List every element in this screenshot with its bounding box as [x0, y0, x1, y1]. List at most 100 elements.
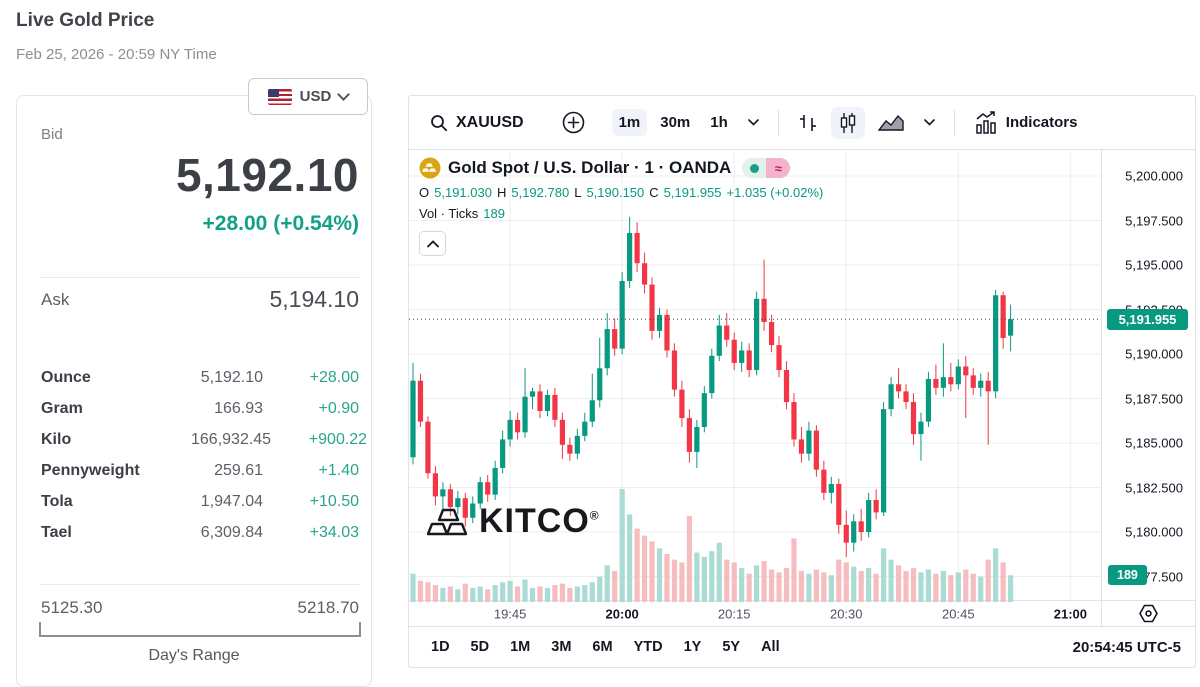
day-range-low: 5125.30: [41, 598, 103, 617]
quote-card: Bid 5,192.10 +28.00 (+0.54%) Ask 5,194.1…: [16, 95, 372, 687]
time-axis-label: 21:00: [1053, 606, 1087, 621]
candles-style-button[interactable]: [830, 106, 865, 139]
kitco-watermark: KITCO®: [427, 502, 600, 541]
unit-label: Gram: [41, 399, 83, 417]
time-axis-label: 20:45: [942, 606, 975, 621]
low-value: 5,190.150: [586, 185, 645, 200]
timeframe-menu-button[interactable]: [741, 114, 766, 131]
time-axis-label: 19:45: [493, 606, 527, 621]
last-price-badge: 5,191.955: [1107, 309, 1188, 330]
range-button-1d[interactable]: 1D: [431, 639, 450, 655]
price-axis[interactable]: 5,191.955 189 5,200.000 5,197.500 5,195.00…: [1101, 150, 1195, 600]
bid-label: Bid: [41, 126, 63, 143]
unit-value: 1,947.04: [200, 492, 263, 510]
chart-style-menu-button[interactable]: [917, 114, 942, 131]
vol-value: 189: [483, 206, 505, 221]
gold-bars-icon: [427, 508, 468, 535]
time-axis-labels[interactable]: 19:45 20:00 20:15 20:30 20:45 21:00: [409, 601, 1101, 626]
ask-label: Ask: [41, 290, 70, 309]
chevron-down-icon: [747, 119, 759, 126]
toolbar-separator: [953, 109, 955, 136]
chart-plot-area[interactable]: Gold Spot / U.S. Dollar · 1 · OANDA ≈ O …: [409, 150, 1101, 602]
compare-add-button[interactable]: [555, 106, 592, 139]
range-button-1y[interactable]: 1Y: [683, 639, 702, 655]
symbol-name: Gold Spot / U.S. Dollar · 1 · OANDA: [448, 158, 732, 177]
unit-label: Tael: [41, 523, 72, 541]
indicators-button[interactable]: Indicators: [967, 106, 1085, 140]
kitco-logo-text: KITCO®: [479, 502, 600, 540]
range-button-6m[interactable]: 6M: [592, 639, 613, 655]
unit-value: 5,192.10: [200, 368, 263, 386]
range-buttons: 1D 5D 1M 3M 6M YTD 1Y 5Y All: [431, 639, 780, 655]
volume-badge: 189: [1108, 565, 1147, 585]
price-axis-label: 5,197.500: [1125, 213, 1183, 228]
high-value: 5,192.780: [511, 185, 570, 200]
indicators-label: Indicators: [1005, 114, 1078, 131]
unit-change: +1.40: [318, 461, 359, 479]
chevron-up-icon: [426, 239, 439, 247]
area-style-button[interactable]: [871, 108, 911, 138]
bid-change: +28.00 (+0.54%): [202, 212, 359, 235]
unit-value: 259.61: [214, 461, 263, 479]
range-button-5y[interactable]: 5Y: [722, 639, 741, 655]
axis-corner: [1101, 601, 1195, 626]
currency-selector[interactable]: USD: [248, 78, 368, 115]
range-toolbar: 1D 5D 1M 3M 6M YTD 1Y 5Y All 20:54:45 UTC-5: [409, 626, 1195, 667]
timeframe-1h-button[interactable]: 1h: [710, 114, 728, 131]
time-axis-label: 20:30: [829, 606, 863, 621]
bid-price: 5,192.10: [175, 149, 359, 201]
vol-label: Vol · Ticks: [419, 206, 479, 221]
search-icon: [431, 114, 448, 131]
unit-label: Ounce: [41, 368, 91, 386]
chart-legend: Gold Spot / U.S. Dollar · 1 · OANDA ≈ O …: [419, 157, 823, 256]
close-label: C: [649, 185, 659, 200]
price-axis-label: 5,180.000: [1125, 524, 1183, 540]
range-button-all[interactable]: All: [761, 639, 780, 655]
high-label: H: [496, 185, 507, 200]
unit-price-table: Ounce 5,192.10 +28.00 Gram 166.93 +0.90 …: [41, 362, 367, 548]
symbol-search-button[interactable]: XAUUSD: [423, 109, 531, 137]
plus-circle-icon: [562, 111, 584, 134]
market-open-dot-icon: [742, 158, 767, 178]
change-value: +1.035 (+0.02%): [726, 185, 824, 200]
symbol-text: XAUUSD: [456, 113, 524, 131]
unit-change: +900.22: [308, 430, 368, 448]
range-button-3m[interactable]: 3M: [551, 639, 572, 655]
price-axis-label: 5,185.000: [1125, 435, 1183, 451]
chart-widget: XAUUSD 1m 30m 1h: [408, 95, 1196, 668]
page-title: Live Gold Price: [16, 10, 155, 31]
volume-readout: Vol · Ticks 189: [419, 206, 823, 221]
range-button-5d[interactable]: 5D: [470, 639, 490, 655]
low-label: L: [574, 185, 582, 200]
unit-label: Tola: [41, 492, 73, 510]
unit-change: +10.50: [309, 492, 359, 510]
market-status-pills[interactable]: ≈: [742, 158, 791, 178]
day-range-bracket: [39, 622, 361, 637]
open-label: O: [419, 185, 430, 200]
currency-value: USD: [299, 88, 332, 105]
time-axis-label: 20:00: [605, 606, 639, 621]
price-axis-label: 5,200.000: [1125, 168, 1183, 184]
table-row-tael: Tael 6,309.84 +34.03: [41, 517, 359, 548]
price-axis-label: 5,190.000: [1125, 346, 1183, 362]
range-button-ytd[interactable]: YTD: [633, 639, 663, 655]
table-row-gram: Gram 166.93 +0.90: [41, 393, 359, 424]
price-axis-label: 5,182.500: [1125, 480, 1183, 495]
table-row-ounce: Ounce 5,192.10 +28.00: [41, 362, 359, 393]
bars-style-button[interactable]: [791, 108, 825, 138]
table-row-pennyweight: Pennyweight 259.61 +1.40: [41, 455, 359, 486]
unit-change: +28.00: [309, 368, 359, 386]
range-button-1m[interactable]: 1M: [510, 639, 531, 655]
indicators-icon: [976, 110, 996, 134]
toolbar-separator: [777, 109, 779, 136]
time-axis[interactable]: 19:45 20:00 20:15 20:30 20:45 21:00: [409, 600, 1195, 626]
timeframe-30m-button[interactable]: 30m: [660, 114, 691, 131]
candles-chart-icon: [840, 112, 855, 133]
chart-clock[interactable]: 20:54:45 UTC-5: [1072, 638, 1181, 656]
unit-change: +0.90: [318, 399, 359, 417]
day-range-high: 5218.70: [297, 598, 359, 617]
legend-collapse-button[interactable]: [419, 231, 446, 256]
timeframe-1m-button[interactable]: 1m: [611, 109, 648, 136]
chart-settings-icon[interactable]: [1138, 604, 1159, 623]
unit-value: 6,309.84: [200, 523, 263, 541]
